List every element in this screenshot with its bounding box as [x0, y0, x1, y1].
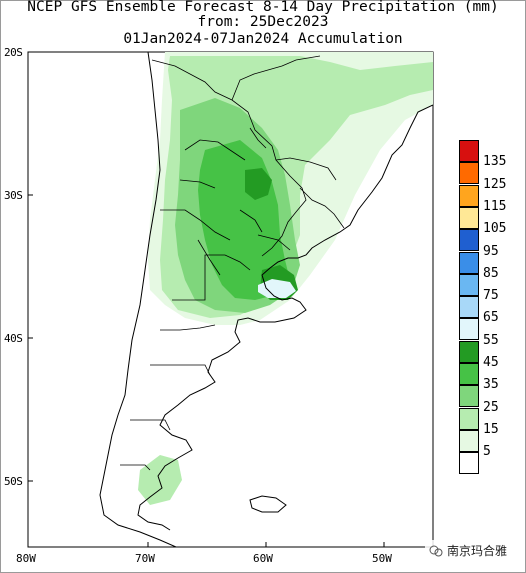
- legend-swatch: [459, 363, 479, 385]
- lon-label: 60W: [253, 552, 273, 565]
- wechat-icon: [429, 545, 443, 556]
- legend-label: 55: [483, 332, 499, 348]
- legend-swatch: [459, 162, 479, 185]
- legend-label: 105: [483, 221, 507, 237]
- legend-swatch: [459, 452, 479, 475]
- legend-swatch: [459, 206, 479, 229]
- legend-label: 65: [483, 310, 499, 326]
- lat-label: 40S: [4, 332, 23, 345]
- legend-swatch: [459, 251, 479, 274]
- lat-label: 20S: [4, 46, 23, 59]
- precip-zone-small: [138, 455, 182, 505]
- legend-label: 25: [483, 399, 499, 415]
- forecast-init-date: from: 25Dec2023: [197, 14, 329, 30]
- axis-ticks: [28, 52, 385, 547]
- legend-label: 35: [483, 377, 499, 393]
- precip-shading: [138, 52, 433, 505]
- legend-label: 85: [483, 265, 499, 281]
- legend-swatch: [459, 318, 479, 341]
- legend-swatch: [459, 296, 479, 319]
- legend-swatch: [459, 184, 479, 207]
- island: [249, 495, 287, 513]
- lon-label: 80W: [16, 552, 36, 565]
- country-borders: [120, 55, 345, 471]
- lat-label: 30S: [4, 189, 23, 202]
- lon-label: 70W: [135, 552, 155, 565]
- legend-swatch: [459, 407, 479, 430]
- legend-label: 95: [483, 243, 499, 259]
- watermark: 南京玛合雅: [425, 540, 512, 561]
- legend-label: 45: [483, 355, 499, 370]
- legend-swatch: [459, 385, 479, 408]
- legend-label: 115: [483, 198, 507, 214]
- legend-swatch: [459, 340, 479, 363]
- legend-swatch: [459, 273, 479, 296]
- precip-zone-peak: [245, 168, 272, 200]
- coastline: [99, 52, 433, 547]
- legend-label: 135: [483, 154, 507, 170]
- legend-swatch: [459, 429, 479, 452]
- lat-label: 50S: [4, 475, 23, 488]
- accumulation-period: 01Jan2024-07Jan2024 Accumulation: [123, 31, 403, 47]
- lon-label: 50W: [372, 552, 392, 565]
- legend-label: 75: [483, 288, 499, 304]
- map-title: NCEP GFS Ensemble Forecast 8-14 Day Prec…: [27, 0, 499, 15]
- watermark-text: 南京玛合雅: [447, 544, 508, 558]
- legend-label: 125: [483, 176, 507, 192]
- legend-label: 15: [483, 421, 499, 437]
- legend-swatch: [459, 229, 479, 252]
- precip-zone-cyan: [258, 279, 296, 298]
- legend-label: 5: [483, 444, 491, 460]
- legend-swatch: [459, 140, 479, 162]
